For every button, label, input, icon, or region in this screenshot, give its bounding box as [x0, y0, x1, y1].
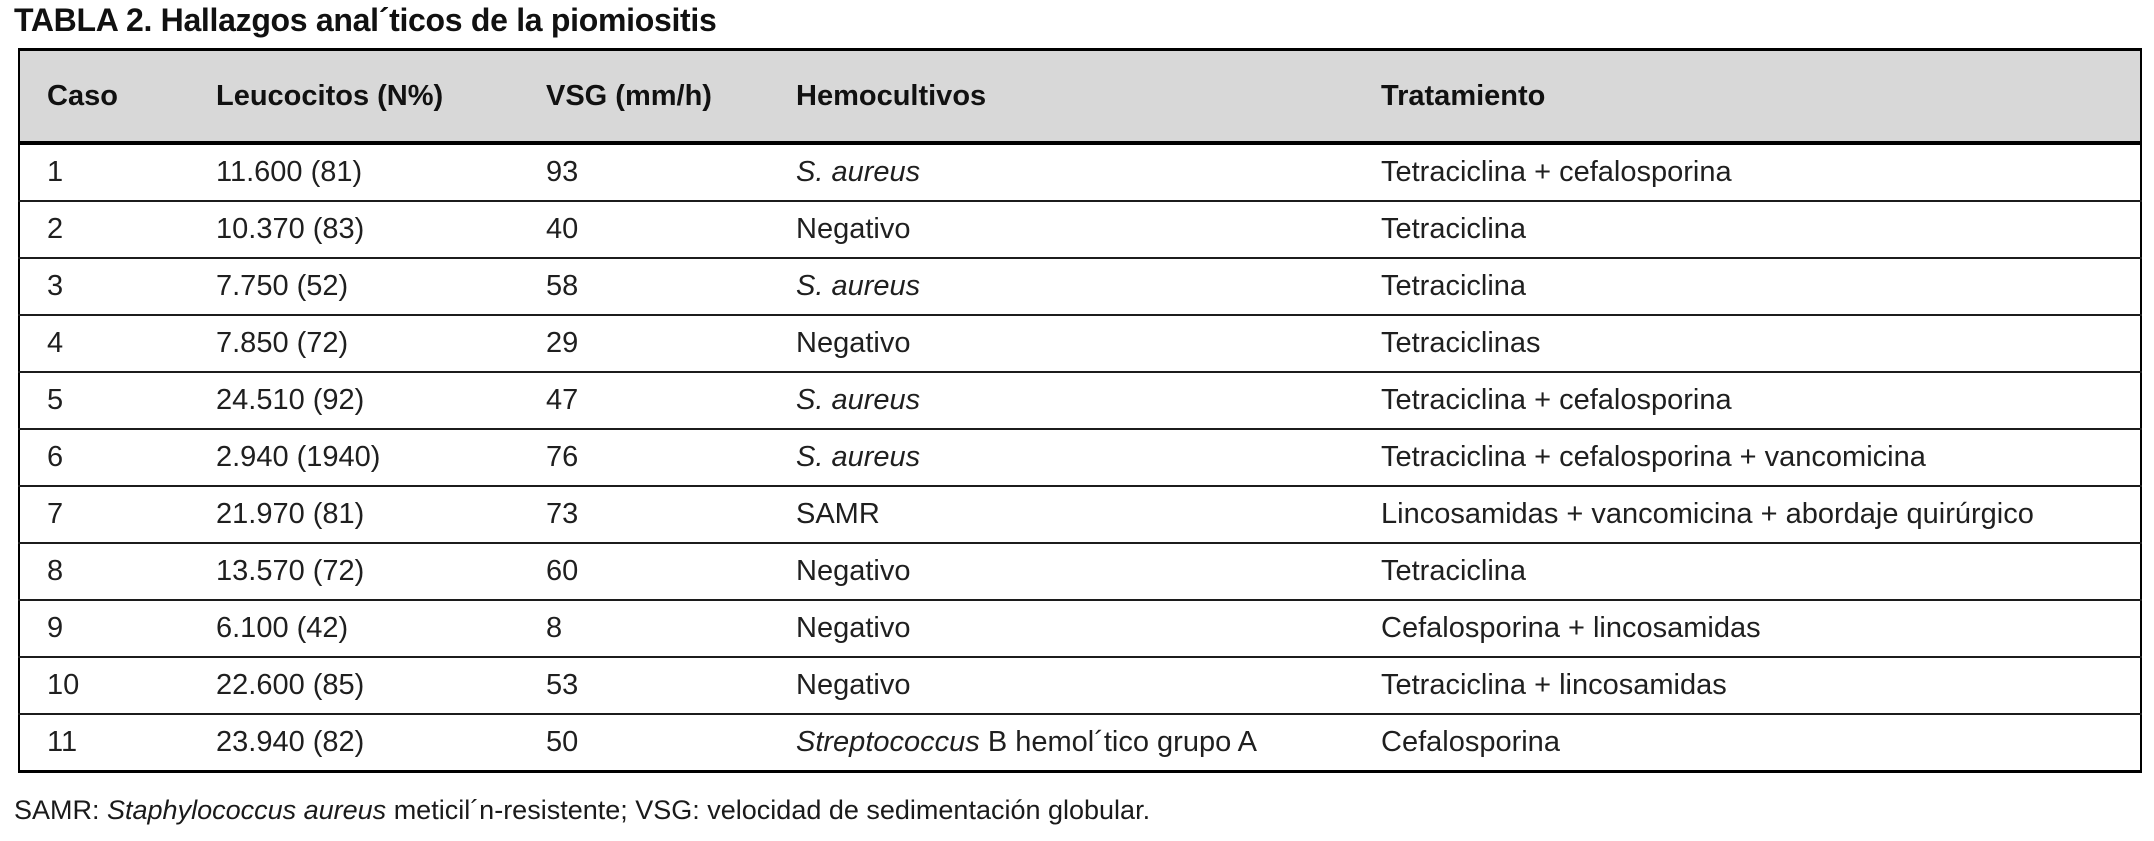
cell-caso: 9: [47, 612, 64, 644]
cell-hemocultivo: S. aureus: [769, 372, 1354, 429]
cell-tratamiento: Tetraciclina: [1381, 555, 1527, 587]
cell-caso: 5: [47, 384, 64, 416]
table-row: 6 2.940 (1940) 76 S. aureus Tetraciclina…: [19, 429, 2141, 486]
findings-table: Caso Leucocitos (N%) VSG (mm/h) Hemocult…: [18, 48, 2142, 773]
column-header-leucocitos: Leucocitos (N%): [216, 79, 444, 112]
cell-vsg: 8: [546, 612, 563, 644]
organism-name: S. aureus: [796, 156, 921, 188]
column-header-tratamiento: Tratamiento: [1381, 79, 1546, 112]
cell-caso: 8: [47, 555, 64, 587]
cell-caso: 6: [47, 441, 64, 473]
cell-leucocitos: 11.600 (81): [216, 156, 363, 188]
cell-hemocultivo: Negativo: [769, 315, 1354, 372]
table-row: 11 23.940 (82) 50 Streptococcus B hemol´…: [19, 714, 2141, 772]
table-footnote: SAMR: Staphylococcus aureus meticil´n-re…: [14, 795, 1150, 826]
cell-caso: 7: [47, 498, 64, 530]
cell-caso: 4: [47, 327, 64, 359]
cell-tratamiento: Tetraciclina: [1381, 270, 1527, 302]
cell-hemocultivo: Negativo: [769, 543, 1354, 600]
cell-vsg: 58: [546, 270, 579, 302]
cell-leucocitos: 10.370 (83): [216, 213, 365, 245]
hemocultivo-text: Negativo: [796, 555, 911, 587]
cell-vsg: 60: [546, 555, 579, 587]
cell-leucocitos: 23.940 (82): [216, 726, 365, 758]
cell-tratamiento: Cefalosporina: [1381, 726, 1560, 758]
table-row: 3 7.750 (52) 58 S. aureus Tetraciclina: [19, 258, 2141, 315]
cell-vsg: 76: [546, 441, 579, 473]
cell-hemocultivo: S. aureus: [769, 143, 1354, 201]
header-row: Caso Leucocitos (N%) VSG (mm/h) Hemocult…: [19, 49, 2141, 143]
table-row: 7 21.970 (81) 73 SAMR Lincosamidas + van…: [19, 486, 2141, 543]
cell-leucocitos: 7.850 (72): [216, 327, 349, 359]
cell-vsg: 47: [546, 384, 579, 416]
cell-leucocitos: 7.750 (52): [216, 270, 349, 302]
cell-caso: 10: [47, 669, 80, 701]
hemocultivo-text: SAMR: [796, 498, 880, 530]
cell-tratamiento: Tetraciclina + cefalosporina: [1381, 384, 1732, 416]
cell-caso: 2: [47, 213, 64, 245]
cell-caso: 11: [47, 726, 78, 758]
cell-leucocitos: 13.570 (72): [216, 555, 365, 587]
cell-vsg: 29: [546, 327, 579, 359]
cell-leucocitos: 24.510 (92): [216, 384, 365, 416]
cell-leucocitos: 22.600 (85): [216, 669, 365, 701]
cell-hemocultivo: Streptococcus B hemol´tico grupo A: [769, 714, 1354, 772]
footnote-suffix: meticil´n-resistente; VSG: velocidad de …: [386, 795, 1151, 825]
hemocultivo-text: Negativo: [796, 669, 911, 701]
cell-tratamiento: Lincosamidas + vancomicina + abordaje qu…: [1381, 498, 2034, 530]
cell-hemocultivo: SAMR: [769, 486, 1354, 543]
organism-name: S. aureus: [796, 270, 921, 302]
cell-caso: 1: [47, 156, 64, 188]
footnote-organism-name: Staphylococcus aureus: [107, 795, 387, 825]
cell-tratamiento: Tetraciclina + cefalosporina + vancomici…: [1381, 441, 1926, 473]
table-row: 4 7.850 (72) 29 Negativo Tetraciclinas: [19, 315, 2141, 372]
cell-vsg: 93: [546, 156, 579, 188]
table-row: 2 10.370 (83) 40 Negativo Tetraciclina: [19, 201, 2141, 258]
cell-caso: 3: [47, 270, 64, 302]
cell-hemocultivo: Negativo: [769, 600, 1354, 657]
column-header-caso: Caso: [47, 79, 118, 112]
hemocultivo-text: Negativo: [796, 327, 911, 359]
column-header-vsg: VSG (mm/h): [546, 79, 712, 112]
cell-leucocitos: 21.970 (81): [216, 498, 365, 530]
cell-tratamiento: Tetraciclina + lincosamidas: [1381, 669, 1727, 701]
hemocultivo-text: Negativo: [796, 612, 911, 644]
organism-name: S. aureus: [796, 384, 921, 416]
cell-hemocultivo: S. aureus: [769, 258, 1354, 315]
cell-hemocultivo: S. aureus: [769, 429, 1354, 486]
cell-hemocultivo: Negativo: [769, 657, 1354, 714]
cell-tratamiento: Cefalosporina + lincosamidas: [1381, 612, 1761, 644]
table-row: 9 6.100 (42) 8 Negativo Cefalosporina + …: [19, 600, 2141, 657]
cell-vsg: 73: [546, 498, 579, 530]
cell-leucocitos: 6.100 (42): [216, 612, 349, 644]
cell-hemocultivo: Negativo: [769, 201, 1354, 258]
cell-vsg: 53: [546, 669, 579, 701]
hemocultivo-text: B hemol´tico grupo A: [979, 726, 1258, 758]
cell-tratamiento: Tetraciclina: [1381, 213, 1527, 245]
table-row: 10 22.600 (85) 53 Negativo Tetraciclina …: [19, 657, 2141, 714]
cell-tratamiento: Tetraciclinas: [1381, 327, 1541, 359]
table-row: 5 24.510 (92) 47 S. aureus Tetraciclina …: [19, 372, 2141, 429]
column-header-hemocultivos: Hemocultivos: [796, 79, 987, 112]
footnote-prefix: SAMR:: [14, 795, 108, 825]
organism-name: Streptococcus: [796, 726, 980, 758]
cell-vsg: 50: [546, 726, 579, 758]
organism-name: S. aureus: [796, 441, 921, 473]
cell-tratamiento: Tetraciclina + cefalosporina: [1381, 156, 1732, 188]
hemocultivo-text: Negativo: [796, 213, 911, 245]
cell-leucocitos: 2.940 (1940): [216, 441, 381, 473]
table-row: 8 13.570 (72) 60 Negativo Tetraciclina: [19, 543, 2141, 600]
table-title: TABLA 2. Hallazgos anal´ticos de la piom…: [14, 2, 717, 38]
cell-vsg: 40: [546, 213, 579, 245]
table-row: 1 11.600 (81) 93 S. aureus Tetraciclina …: [19, 143, 2141, 201]
